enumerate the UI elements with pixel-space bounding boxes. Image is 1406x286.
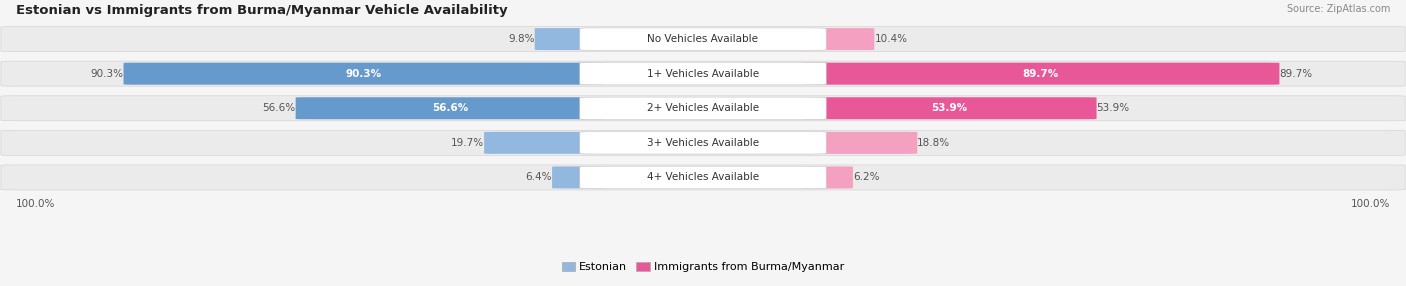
FancyBboxPatch shape — [295, 97, 605, 119]
FancyBboxPatch shape — [579, 28, 827, 50]
Text: 3+ Vehicles Available: 3+ Vehicles Available — [647, 138, 759, 148]
Text: Estonian vs Immigrants from Burma/Myanmar Vehicle Availability: Estonian vs Immigrants from Burma/Myanma… — [15, 4, 508, 17]
FancyBboxPatch shape — [579, 132, 827, 154]
FancyBboxPatch shape — [1, 165, 1405, 190]
Text: 53.9%: 53.9% — [931, 103, 967, 113]
FancyBboxPatch shape — [579, 97, 827, 119]
FancyBboxPatch shape — [579, 166, 827, 188]
FancyBboxPatch shape — [553, 166, 605, 188]
FancyBboxPatch shape — [801, 97, 1097, 119]
FancyBboxPatch shape — [801, 132, 917, 154]
Text: 1+ Vehicles Available: 1+ Vehicles Available — [647, 69, 759, 79]
FancyBboxPatch shape — [1, 27, 1405, 51]
Text: 4+ Vehicles Available: 4+ Vehicles Available — [647, 172, 759, 182]
Text: 56.6%: 56.6% — [263, 103, 295, 113]
Text: 90.3%: 90.3% — [346, 69, 382, 79]
Text: 89.7%: 89.7% — [1022, 69, 1059, 79]
Text: 90.3%: 90.3% — [90, 69, 124, 79]
FancyBboxPatch shape — [1, 61, 1405, 86]
Text: 19.7%: 19.7% — [451, 138, 484, 148]
FancyBboxPatch shape — [801, 28, 875, 50]
FancyBboxPatch shape — [124, 63, 605, 85]
FancyBboxPatch shape — [484, 132, 605, 154]
Legend: Estonian, Immigrants from Burma/Myanmar: Estonian, Immigrants from Burma/Myanmar — [557, 257, 849, 276]
Text: 2+ Vehicles Available: 2+ Vehicles Available — [647, 103, 759, 113]
FancyBboxPatch shape — [801, 166, 853, 188]
Text: Source: ZipAtlas.com: Source: ZipAtlas.com — [1286, 4, 1391, 14]
FancyBboxPatch shape — [579, 63, 827, 85]
Text: 53.9%: 53.9% — [1097, 103, 1129, 113]
FancyBboxPatch shape — [1, 130, 1405, 155]
Text: 89.7%: 89.7% — [1279, 69, 1313, 79]
FancyBboxPatch shape — [801, 63, 1279, 85]
FancyBboxPatch shape — [1, 96, 1405, 121]
FancyBboxPatch shape — [534, 28, 605, 50]
Text: No Vehicles Available: No Vehicles Available — [648, 34, 758, 44]
Text: 56.6%: 56.6% — [432, 103, 468, 113]
Text: 100.0%: 100.0% — [1351, 199, 1391, 209]
Text: 9.8%: 9.8% — [508, 34, 534, 44]
Text: 10.4%: 10.4% — [875, 34, 907, 44]
Text: 6.2%: 6.2% — [853, 172, 879, 182]
Text: 18.8%: 18.8% — [917, 138, 950, 148]
Text: 6.4%: 6.4% — [526, 172, 553, 182]
Text: 100.0%: 100.0% — [15, 199, 55, 209]
